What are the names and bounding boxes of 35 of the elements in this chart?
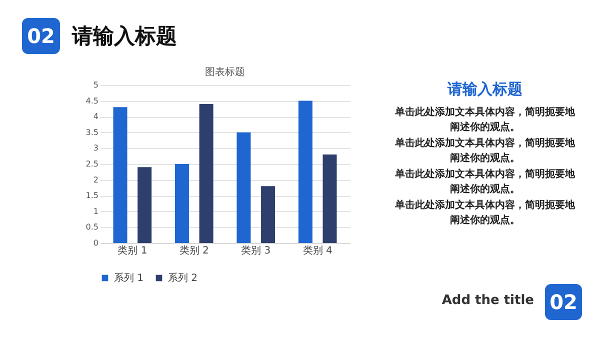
bar: [298, 100, 312, 243]
y-tick-label: 3.5: [86, 128, 98, 137]
text: 请输入标题: [446, 80, 524, 99]
bar: [199, 104, 214, 243]
chart-title: 图表标题: [205, 66, 245, 78]
bar: [236, 132, 251, 243]
text: 02: [22, 18, 60, 54]
text: 单击此处添加文本具体内容，简明扼要地阐述你的观点。: [395, 105, 575, 135]
y-tick-label: 0.5: [86, 222, 98, 232]
text: 请输入标题: [72, 23, 177, 50]
text: 单击此处添加文本具体内容，简明扼要地阐述你的观点。: [395, 198, 575, 228]
text: Add the title: [442, 293, 534, 308]
text: 02: [545, 284, 582, 320]
x-tick-label: 类别 2: [179, 244, 209, 256]
legend-label: 系列 2: [168, 272, 198, 284]
bar: [138, 167, 152, 243]
bar: [322, 154, 337, 243]
bar: [113, 107, 128, 243]
y-tick-label: 3: [93, 144, 98, 153]
y-tick-label: 0: [93, 238, 98, 248]
x-tick-label: 类别 1: [118, 244, 148, 256]
x-tick-label: 类别 4: [302, 244, 332, 256]
y-tick-label: 2: [93, 175, 98, 184]
x-tick-label: 类别 3: [241, 244, 271, 256]
bar: [261, 186, 276, 243]
legend-label: 系列 1: [114, 272, 144, 284]
text: 单击此处添加文本具体内容，简明扼要地阐述你的观点。: [395, 167, 575, 197]
text: 单击此处添加文本具体内容，简明扼要地阐述你的观点。: [395, 136, 575, 166]
y-tick-label: 4: [93, 112, 98, 122]
y-tick-label: 1: [93, 206, 98, 216]
bar: [174, 164, 189, 243]
y-tick-label: 1.5: [86, 191, 98, 200]
y-tick-label: 5: [93, 80, 98, 90]
y-tick-label: 2.5: [86, 160, 98, 168]
y-tick-label: 4.5: [86, 96, 98, 106]
